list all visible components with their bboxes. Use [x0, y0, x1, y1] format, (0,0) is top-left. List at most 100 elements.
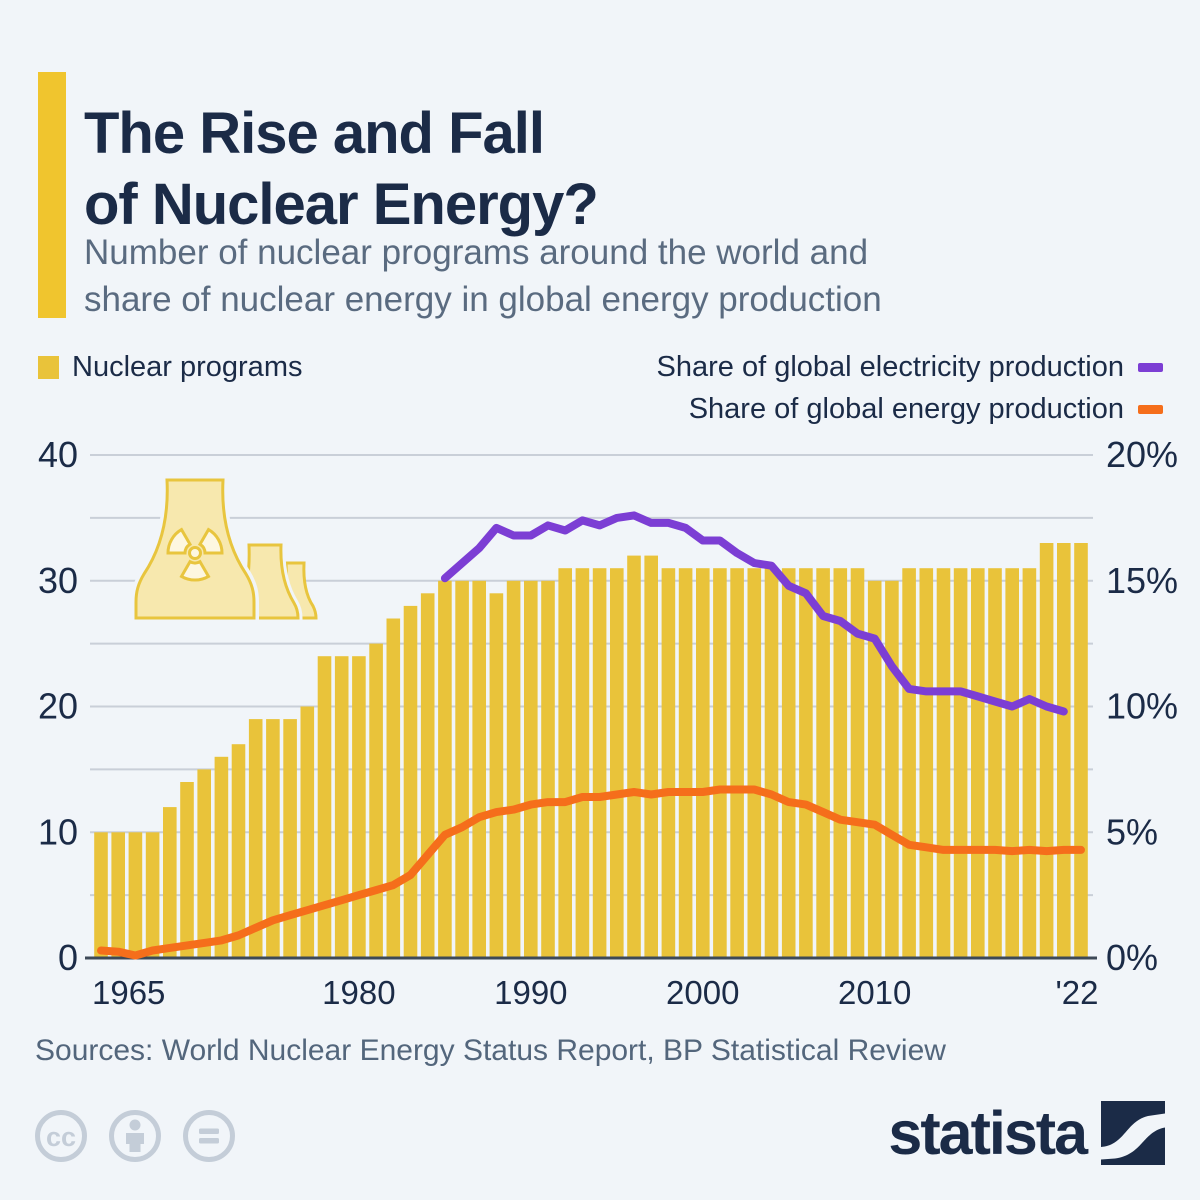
page-title: The Rise and Fall of Nuclear Energy? — [84, 99, 599, 241]
bar-1975 — [266, 719, 280, 958]
title-line-1: The Rise and Fall — [84, 100, 545, 166]
bar-2021 — [1057, 543, 1071, 958]
bar-1971 — [197, 769, 211, 958]
bar-2019 — [1022, 568, 1037, 958]
x-tick-2022: '22 — [1055, 974, 1098, 1011]
subtitle-line-2: share of nuclear energy in global energy… — [84, 279, 882, 319]
bar-2005 — [781, 568, 796, 958]
bar-1979 — [334, 656, 349, 958]
cc-icon: cc — [35, 1110, 87, 1162]
statista-logo: statista — [888, 1098, 1165, 1168]
x-tick-1990: 1990 — [494, 974, 567, 1011]
bar-2022 — [1074, 543, 1088, 958]
radiation-symbol-icon — [166, 527, 224, 582]
bar-1997 — [644, 555, 658, 958]
orange-line-energy — [97, 785, 1085, 960]
title-line-2: of Nuclear Energy? — [84, 171, 599, 237]
bar-1968 — [145, 832, 160, 959]
bar-2004 — [764, 568, 779, 958]
bar-1974 — [248, 719, 263, 958]
bar-2011 — [885, 580, 899, 959]
svg-text:cc: cc — [46, 1122, 76, 1152]
bar-1985 — [438, 580, 452, 959]
purple-line-electricity — [440, 511, 1068, 716]
x-tick-2010: 2010 — [838, 974, 911, 1011]
orange-line-swatch-icon — [1138, 405, 1163, 414]
bar-1965 — [94, 832, 108, 959]
x-tick-2000: 2000 — [666, 974, 739, 1011]
page-subtitle: Number of nuclear programs around the wo… — [84, 230, 882, 324]
bar-1993 — [575, 568, 590, 958]
bar-1986 — [455, 580, 469, 959]
bar-1973 — [231, 744, 246, 958]
left-tick-30: 30 — [38, 560, 78, 601]
bar-1976 — [283, 719, 297, 958]
license-icons: cc — [33, 1108, 237, 1164]
bar-1981 — [369, 643, 383, 958]
legend-electricity-label: Share of global electricity production — [656, 351, 1124, 383]
bar-1984 — [420, 593, 435, 958]
statista-logo-icon — [1101, 1101, 1165, 1165]
legend-lines: Share of global electricity production S… — [657, 351, 1163, 426]
subtitle-line-1: Number of nuclear programs around the wo… — [84, 233, 869, 272]
nuclear-plant-icon — [131, 475, 318, 623]
bar-2007 — [816, 568, 830, 958]
bar-1978 — [317, 656, 332, 958]
bar-2016 — [971, 568, 985, 958]
bar-2018 — [1005, 568, 1019, 958]
bar-2017 — [988, 568, 1002, 958]
right-tick-0: 0% — [1106, 937, 1158, 978]
left-tick-0: 0 — [58, 937, 78, 978]
bar-1988 — [489, 593, 504, 958]
legend-bars-label: Nuclear programs — [72, 351, 303, 383]
purple-line-swatch-icon — [1138, 363, 1163, 372]
bar-1972 — [214, 756, 229, 958]
bar-2009 — [850, 568, 865, 958]
x-tick-1980: 1980 — [322, 974, 395, 1011]
legend-nuclear-programs: Nuclear programs — [38, 351, 302, 384]
bar-1989 — [506, 580, 521, 959]
bar-1969 — [163, 807, 177, 958]
bar-1995 — [610, 568, 624, 958]
bar-1998 — [661, 568, 676, 958]
legend-electricity-share: Share of global electricity production — [657, 351, 1163, 384]
title-accent-bar — [38, 72, 66, 318]
right-tick-10: 10% — [1106, 686, 1178, 727]
bar-1967 — [128, 832, 143, 959]
left-tick-20: 20 — [38, 686, 78, 727]
cc-by-person-icon — [109, 1110, 161, 1162]
nuclear-programs-bars — [94, 543, 1088, 959]
bar-2014 — [936, 568, 951, 958]
bar-1977 — [300, 706, 315, 958]
bar-2012 — [902, 568, 916, 958]
bar-1996 — [627, 555, 641, 958]
bar-1994 — [592, 568, 607, 958]
left-tick-10: 10 — [38, 811, 78, 852]
statista-wordmark: statista — [888, 1099, 1088, 1167]
bar-2003 — [747, 568, 762, 958]
left-tick-40: 40 — [38, 434, 78, 475]
bar-1999 — [678, 568, 693, 958]
bar-1982 — [386, 618, 401, 958]
bar-2002 — [730, 568, 744, 958]
bar-1980 — [352, 656, 366, 958]
bar-1991 — [541, 580, 555, 959]
cc-nd-equals-icon — [183, 1110, 235, 1162]
bar-2008 — [833, 568, 848, 958]
bar-2001 — [713, 568, 727, 958]
right-tick-5: 5% — [1106, 811, 1158, 852]
sources-text: Sources: World Nuclear Energy Status Rep… — [35, 1034, 946, 1067]
bar-2006 — [799, 568, 813, 958]
legend-energy-label: Share of global energy production — [688, 393, 1124, 425]
right-tick-20: 20% — [1106, 434, 1178, 475]
x-axis-labels: 1965 1980 1990 2000 2010 '22 — [92, 974, 1099, 1011]
bar-1983 — [403, 605, 418, 958]
bar-1990 — [524, 580, 538, 959]
right-tick-15: 15% — [1106, 560, 1178, 601]
bar-1966 — [111, 832, 125, 959]
bar-swatch-icon — [38, 356, 59, 379]
bar-2013 — [919, 568, 934, 958]
left-axis-labels: 40 30 20 10 0 — [38, 434, 78, 978]
bar-1970 — [180, 782, 194, 958]
